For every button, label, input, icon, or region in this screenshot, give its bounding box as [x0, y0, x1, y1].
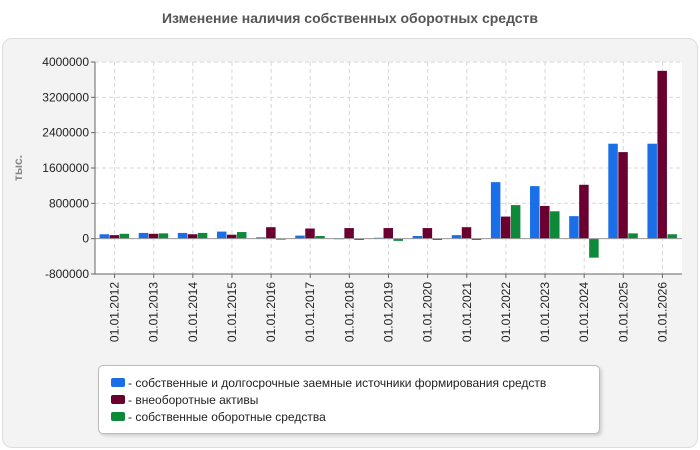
bar-working-capital — [119, 233, 130, 239]
y-tick-label: 4000000 — [42, 55, 89, 69]
bar-noncurrent-assets — [422, 228, 433, 239]
bar-noncurrent-assets — [266, 227, 276, 239]
legend-item-noncurrent-assets: - внеоборотные активы — [111, 392, 258, 408]
bar-sources — [295, 235, 305, 239]
bar-working-capital — [589, 238, 599, 258]
bar-sources — [256, 237, 266, 239]
x-tick-label: 01.01.2018 — [342, 282, 356, 342]
y-axis-label: тыс. — [11, 155, 25, 181]
y-tick-label: 3200000 — [42, 90, 89, 104]
x-tick-label: 01.01.2014 — [186, 282, 200, 342]
bar-sources — [569, 216, 579, 239]
bar-working-capital — [628, 233, 638, 239]
legend-swatch-sources — [111, 378, 125, 388]
legend-label-sources: собственные и долгосрочные заемные источ… — [135, 376, 547, 390]
x-tick-label: 01.01.2024 — [577, 282, 591, 342]
legend-swatch-noncurrent-assets — [111, 395, 125, 405]
bar-working-capital — [197, 232, 208, 239]
bar-noncurrent-assets — [618, 152, 628, 239]
bar-sources — [530, 186, 540, 239]
bar-sources — [216, 231, 227, 239]
y-tick-label: 2400000 — [42, 126, 89, 140]
bar-noncurrent-assets — [657, 70, 667, 239]
legend-label-noncurrent-assets: внеоборотные активы — [135, 393, 259, 407]
x-tick-label: 01.01.2021 — [460, 282, 474, 342]
x-tick-label: 01.01.2020 — [421, 282, 435, 342]
bar-working-capital — [510, 205, 521, 239]
bar-sources — [451, 235, 462, 239]
y-tick-label: 800000 — [49, 196, 89, 210]
bar-working-capital — [393, 238, 403, 241]
bar-working-capital — [354, 238, 364, 240]
x-tick-label: 01.01.2017 — [303, 282, 317, 342]
bar-working-capital — [236, 232, 247, 239]
bar-noncurrent-assets — [461, 227, 472, 239]
x-tick-label: 01.01.2019 — [382, 282, 396, 342]
x-tick-label: 01.01.2026 — [655, 282, 669, 342]
bar-noncurrent-assets — [579, 184, 589, 239]
bar-noncurrent-assets — [187, 234, 198, 239]
bar-noncurrent-assets — [109, 235, 120, 239]
bar-noncurrent-assets — [383, 228, 393, 239]
bar-working-capital — [667, 234, 677, 239]
x-tick-label: 01.01.2023 — [538, 282, 552, 342]
bar-noncurrent-assets — [540, 205, 550, 239]
y-tick-label: 1600000 — [42, 161, 89, 175]
x-tick-label: 01.01.2015 — [225, 282, 239, 342]
bar-noncurrent-assets — [500, 216, 511, 239]
legend-label-working-capital: собственные оборотные средства — [135, 410, 326, 424]
bar-sources — [177, 232, 188, 239]
bar-noncurrent-assets — [344, 228, 354, 239]
bar-sources — [647, 143, 657, 239]
bar-sources — [138, 232, 149, 239]
bar-noncurrent-assets — [148, 233, 159, 239]
bar-noncurrent-assets — [305, 228, 315, 239]
x-tick-label: 01.01.2012 — [108, 282, 122, 342]
legend: - собственные и долгосрочные заемные ист… — [98, 365, 600, 434]
x-tick-label: 01.01.2016 — [264, 282, 278, 342]
bar-working-capital — [550, 211, 560, 239]
bar-working-capital — [471, 238, 482, 240]
bar-noncurrent-assets — [226, 234, 237, 239]
bar-sources — [608, 143, 618, 239]
legend-item-sources: - собственные и долгосрочные заемные ист… — [111, 375, 546, 391]
y-tick-label: 0 — [82, 232, 89, 246]
bar-sources — [99, 234, 110, 239]
bar-working-capital — [432, 238, 443, 240]
x-tick-label: 01.01.2013 — [147, 282, 161, 342]
y-tick-label: -800000 — [45, 267, 89, 281]
x-tick-label: 01.01.2022 — [499, 282, 513, 342]
bar-working-capital — [158, 233, 169, 239]
bar-sources — [412, 236, 423, 239]
bar-sources — [490, 182, 501, 239]
legend-item-working-capital: - собственные оборотные средства — [111, 409, 326, 425]
chart-title: Изменение наличия собственных оборотных … — [161, 10, 539, 26]
legend-swatch-working-capital — [111, 412, 125, 422]
bar-working-capital — [315, 236, 325, 239]
x-tick-label: 01.01.2025 — [616, 282, 630, 342]
